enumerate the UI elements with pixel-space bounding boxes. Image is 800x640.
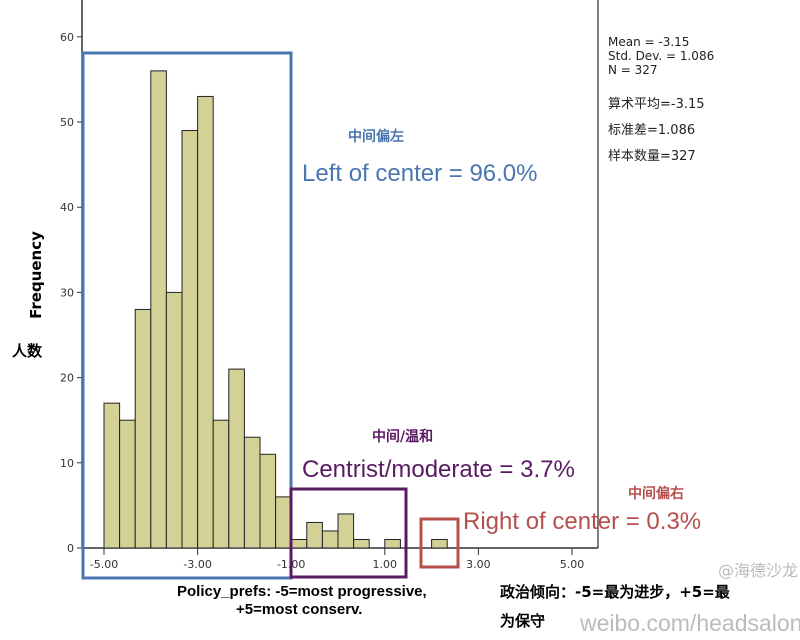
x-axis-label-line2: +5=most conserv. [236,601,363,618]
histogram-bar [259,453,277,549]
y-tick-label: 20 [60,372,74,385]
y-tick-label: 0 [67,542,74,555]
x-axis-label-cn-line2: 为保守 [500,612,546,630]
x-tick-label: -3.00 [183,558,211,571]
right-label-cn: 中间偏右 [628,486,684,502]
left-label-en: Left of center = 96.0% [302,160,538,187]
x-tick-label: 3.00 [466,558,491,571]
y-tick-label: 40 [60,201,74,214]
histogram-bar [181,130,199,549]
histogram-bar [431,538,448,549]
centrist-label-cn: 中间/温和 [372,429,434,445]
stat-mean: Mean = -3.15 [608,35,690,49]
histogram-bar [275,496,292,549]
stat-n-cn: 样本数量=327 [608,149,696,164]
histogram-bar [243,436,261,549]
histogram-bar [150,70,167,549]
y-axis-label-cn: 人数 [12,342,43,360]
x-axis-label-cn-line1: 政治倾向：-5=最为进步，+5=最 [500,583,730,601]
y-tick-label: 30 [60,286,74,299]
stat-mean-cn: 算术平均=-3.15 [608,97,705,112]
left-label-cn: 中间偏左 [348,129,404,145]
histogram-bar [321,530,339,549]
histogram-bar [384,538,401,549]
x-axis-label-line1: Policy_prefs: -5=most progressive, [177,583,427,600]
histogram-bar [337,513,355,549]
histogram-bar [119,419,136,549]
histogram-bar [212,419,230,549]
watermark-handle: @海德沙龙 [717,561,798,580]
y-axis-label: Frequency [26,231,45,319]
watermark-url: weibo.com/headsalon [580,610,800,636]
histogram-bar [306,521,323,549]
x-tick-label: -5.00 [90,558,118,571]
histogram-bar [165,291,183,549]
right-of-center-box [419,517,460,569]
histogram-bar [228,368,245,549]
y-tick-label: 10 [60,457,74,470]
stat-sd: Std. Dev. = 1.086 [608,49,715,63]
stat-n: N = 327 [608,63,658,77]
centrist-label-en: Centrist/moderate = 3.7% [302,456,575,483]
histogram-bar [134,308,152,549]
y-tick-label: 50 [60,116,74,129]
x-tick-label: 5.00 [560,558,585,571]
x-tick-label: 1.00 [373,558,398,571]
stat-sd-cn: 标准差=1.086 [608,123,696,138]
histogram-bar [197,95,214,549]
y-tick-label: 60 [60,31,74,44]
histogram-bar [290,538,308,549]
centrist-box [289,487,408,579]
left-of-center-box [81,51,293,580]
histogram-bar [103,402,121,549]
histogram-bar [353,538,370,549]
right-label-en: Right of center = 0.3% [463,508,702,535]
